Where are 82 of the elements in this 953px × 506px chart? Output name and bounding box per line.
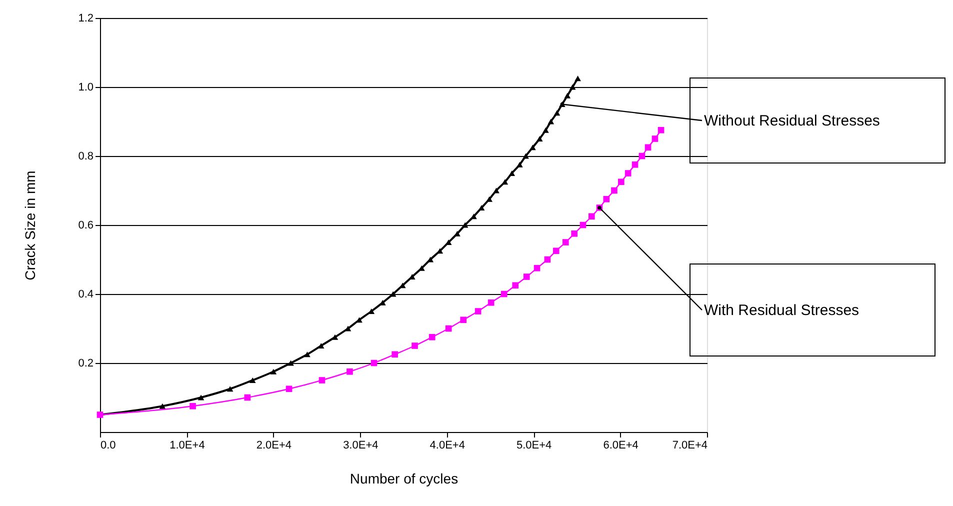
point [462,222,468,228]
x-axis-title: Number of cycles [350,470,458,486]
point [658,126,664,134]
point [559,102,566,107]
point [638,152,646,160]
annotation: With Residual Stresses [704,302,860,319]
point [445,240,452,245]
point [624,170,632,176]
point [304,352,310,358]
x-tick-label: 6.0E+4 [603,440,638,452]
point [249,378,256,383]
point [500,290,508,298]
annotation: Without Residual Stresses [704,112,880,130]
x-tick-label: 3.0E+4 [343,440,378,452]
point [346,368,353,375]
x-tick-label: 1.0E+4 [170,440,205,452]
point [508,170,516,176]
point [564,92,571,98]
point [569,84,576,90]
point [632,161,638,168]
point [522,153,529,159]
point [534,264,540,272]
point [488,299,494,306]
point [226,386,234,392]
point [536,136,543,142]
point [603,196,610,202]
y-axis-title: Crack Size in mm [22,170,38,280]
x-tick-label: 0.0 [100,440,116,452]
point [523,274,530,280]
y-tick-label: 1.2 [78,12,94,24]
y-tick-label: 1.0 [78,82,94,94]
point [286,386,292,392]
y-tick-label: 0.2 [78,358,94,370]
point [368,308,375,314]
y-tick-label: 0.4 [78,288,94,300]
point [548,118,554,124]
point [542,127,549,133]
point [571,230,578,237]
point [370,360,378,366]
point [544,256,551,263]
point [644,144,652,151]
point [392,351,398,358]
point [470,214,477,220]
point [512,282,519,289]
point [270,368,277,374]
point [611,187,618,194]
point [562,239,569,246]
point [574,76,581,82]
point [318,343,324,348]
x-tick-label: 7.0E+4 [672,440,708,452]
point [198,394,204,400]
point [159,403,166,409]
point [493,188,500,194]
point [554,110,560,116]
point [244,394,251,401]
point [502,179,508,185]
point [516,162,523,168]
point [445,325,452,332]
x-tick-label: 5.0E+4 [516,440,552,452]
point [332,334,338,340]
point [486,196,493,202]
y-tick-label: 0.8 [78,150,94,162]
x-tick-label: 4.0E+4 [430,440,465,452]
y-tick-label: 0.6 [78,220,94,232]
point [460,316,466,324]
point [412,342,418,349]
point [344,326,352,332]
point [474,308,482,314]
point [552,248,560,254]
point [318,377,326,384]
point [652,136,658,142]
point [588,213,595,220]
point [436,248,444,254]
point [427,256,434,262]
point [428,334,436,340]
point [618,178,624,186]
point [580,222,586,228]
point [478,205,485,210]
point [190,402,196,410]
point [530,144,536,150]
x-tick-label: 2.0E+4 [256,440,292,452]
point [288,360,294,366]
